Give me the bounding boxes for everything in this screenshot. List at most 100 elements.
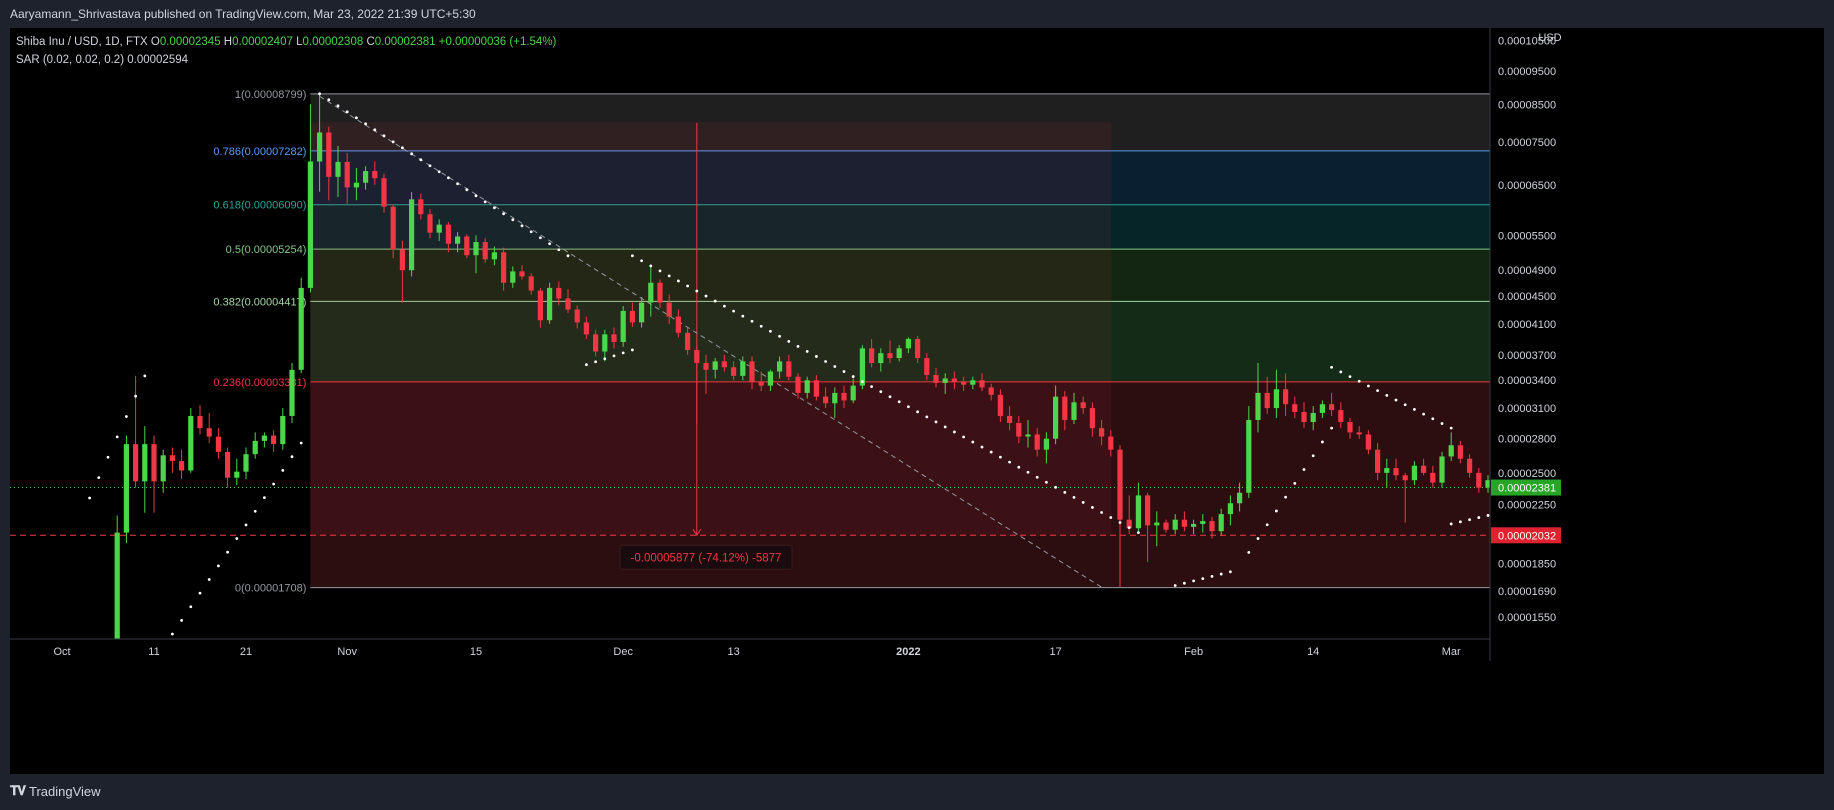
candle-body[interactable] bbox=[1292, 404, 1298, 412]
candle-body[interactable] bbox=[142, 444, 148, 482]
candle-body[interactable] bbox=[537, 290, 543, 321]
candle-body[interactable] bbox=[482, 242, 488, 260]
chart-panel[interactable]: 1(0.00008799) 0.786(0.00007282) 0.618(0.00… bbox=[10, 28, 1824, 774]
candle-body[interactable] bbox=[298, 287, 304, 370]
candle-body[interactable] bbox=[1237, 492, 1243, 504]
candle-body[interactable] bbox=[1117, 449, 1123, 520]
candle-body[interactable] bbox=[105, 665, 110, 770]
candle-body[interactable] bbox=[611, 334, 617, 343]
candle-body[interactable] bbox=[1273, 389, 1279, 409]
price-range-label-box[interactable] bbox=[619, 544, 793, 570]
candle-body[interactable] bbox=[703, 363, 709, 370]
candle-body[interactable] bbox=[979, 380, 985, 388]
candle-body[interactable] bbox=[1365, 434, 1371, 450]
candle-body[interactable] bbox=[629, 310, 635, 323]
candle-body[interactable] bbox=[970, 380, 976, 385]
candle-body[interactable] bbox=[1430, 472, 1436, 483]
candle-body[interactable] bbox=[721, 361, 727, 368]
candle-body[interactable] bbox=[602, 334, 608, 352]
candle-body[interactable] bbox=[289, 369, 295, 416]
candle-body[interactable] bbox=[197, 415, 203, 429]
candle-body[interactable] bbox=[1227, 503, 1233, 515]
candle-body[interactable] bbox=[206, 428, 212, 437]
candle-body[interactable] bbox=[160, 455, 166, 482]
candle-body[interactable] bbox=[1485, 480, 1490, 488]
candle-body[interactable] bbox=[363, 171, 369, 183]
candle-body[interactable] bbox=[1375, 449, 1381, 473]
fib-level-label[interactable]: 1(0.00008799) bbox=[235, 89, 307, 101]
candle-body[interactable] bbox=[1596, 498, 1601, 501]
candle-body[interactable] bbox=[777, 361, 783, 372]
candle-body[interactable] bbox=[823, 396, 829, 404]
candle-body[interactable] bbox=[1623, 475, 1628, 490]
candle-body[interactable] bbox=[1642, 488, 1647, 493]
candle-body[interactable] bbox=[1025, 434, 1031, 437]
candle-body[interactable] bbox=[565, 298, 571, 310]
candle-body[interactable] bbox=[519, 271, 525, 277]
candle-body[interactable] bbox=[1181, 519, 1187, 527]
candle-body[interactable] bbox=[648, 282, 654, 303]
candle-body[interactable] bbox=[510, 271, 516, 283]
candle-body[interactable] bbox=[804, 380, 810, 393]
candle-body[interactable] bbox=[685, 332, 691, 350]
candle-body[interactable] bbox=[915, 338, 921, 359]
candle-body[interactable] bbox=[878, 353, 884, 364]
fib-level-label[interactable]: 0.618(0.00006090) bbox=[213, 200, 306, 212]
candle-body[interactable] bbox=[372, 171, 378, 179]
candle-body[interactable] bbox=[1071, 402, 1077, 420]
candle-body[interactable] bbox=[1467, 458, 1473, 473]
candle-body[interactable] bbox=[1319, 404, 1325, 413]
candle-body[interactable] bbox=[933, 374, 939, 383]
candle-body[interactable] bbox=[859, 348, 865, 386]
candle-body[interactable] bbox=[1577, 498, 1582, 509]
candle-body[interactable] bbox=[455, 236, 461, 244]
candle-body[interactable] bbox=[731, 367, 737, 376]
candle-body[interactable] bbox=[887, 353, 893, 359]
candle-body[interactable] bbox=[712, 361, 718, 370]
candle-body[interactable] bbox=[1457, 445, 1463, 459]
candle-body[interactable] bbox=[740, 361, 746, 376]
candle-body[interactable] bbox=[1384, 468, 1390, 473]
candle-body[interactable] bbox=[1099, 428, 1105, 437]
candle-body[interactable] bbox=[528, 276, 534, 291]
candle-body[interactable] bbox=[675, 316, 681, 333]
candle-body[interactable] bbox=[445, 224, 451, 244]
candle-body[interactable] bbox=[869, 348, 875, 364]
candle-body[interactable] bbox=[271, 435, 277, 445]
candle-body[interactable] bbox=[473, 242, 479, 256]
candle-body[interactable] bbox=[813, 380, 819, 397]
tradingview-logo[interactable]: 𝐓𝐕 TradingView bbox=[10, 783, 101, 799]
candle-body[interactable] bbox=[252, 440, 258, 455]
candle-body[interactable] bbox=[123, 444, 129, 533]
candle-body[interactable] bbox=[583, 322, 589, 335]
candle-body[interactable] bbox=[344, 161, 350, 188]
plot-area[interactable]: 1(0.00008799) 0.786(0.00007282) 0.618(0.00… bbox=[10, 89, 1656, 774]
candle-body[interactable] bbox=[547, 287, 553, 321]
candle-body[interactable] bbox=[556, 287, 562, 299]
candle-body[interactable] bbox=[850, 385, 856, 401]
candle-body[interactable] bbox=[1421, 465, 1427, 473]
fib-level-label[interactable]: 0.236(0.00003381) bbox=[213, 377, 306, 389]
candle-body[interactable] bbox=[1016, 423, 1022, 437]
candle-body[interactable] bbox=[841, 392, 847, 401]
price-range-box[interactable] bbox=[309, 122, 1112, 536]
candle-body[interactable] bbox=[997, 394, 1003, 416]
candle-body[interactable] bbox=[1246, 419, 1252, 493]
candle-body[interactable] bbox=[491, 252, 497, 260]
candle-body[interactable] bbox=[1633, 490, 1638, 493]
candle-body[interactable] bbox=[464, 236, 470, 256]
candle-body[interactable] bbox=[1200, 521, 1206, 524]
candle-body[interactable] bbox=[188, 415, 194, 471]
candle-body[interactable] bbox=[1338, 410, 1344, 422]
candle-body[interactable] bbox=[1080, 402, 1086, 409]
candle-body[interactable] bbox=[1402, 475, 1408, 481]
candle-body[interactable] bbox=[1145, 495, 1151, 526]
candle-body[interactable] bbox=[758, 382, 764, 386]
candle-body[interactable] bbox=[1310, 412, 1316, 422]
time-axis[interactable]: Oct 11 21 Nov 15 Dec 13 2022 17 Feb 14 Mar bbox=[53, 646, 1461, 658]
candle-body[interactable] bbox=[639, 302, 645, 323]
candle-body[interactable] bbox=[620, 310, 626, 343]
candle-body[interactable] bbox=[1439, 456, 1445, 483]
candle-body[interactable] bbox=[436, 224, 442, 233]
candle-body[interactable] bbox=[1614, 475, 1619, 482]
